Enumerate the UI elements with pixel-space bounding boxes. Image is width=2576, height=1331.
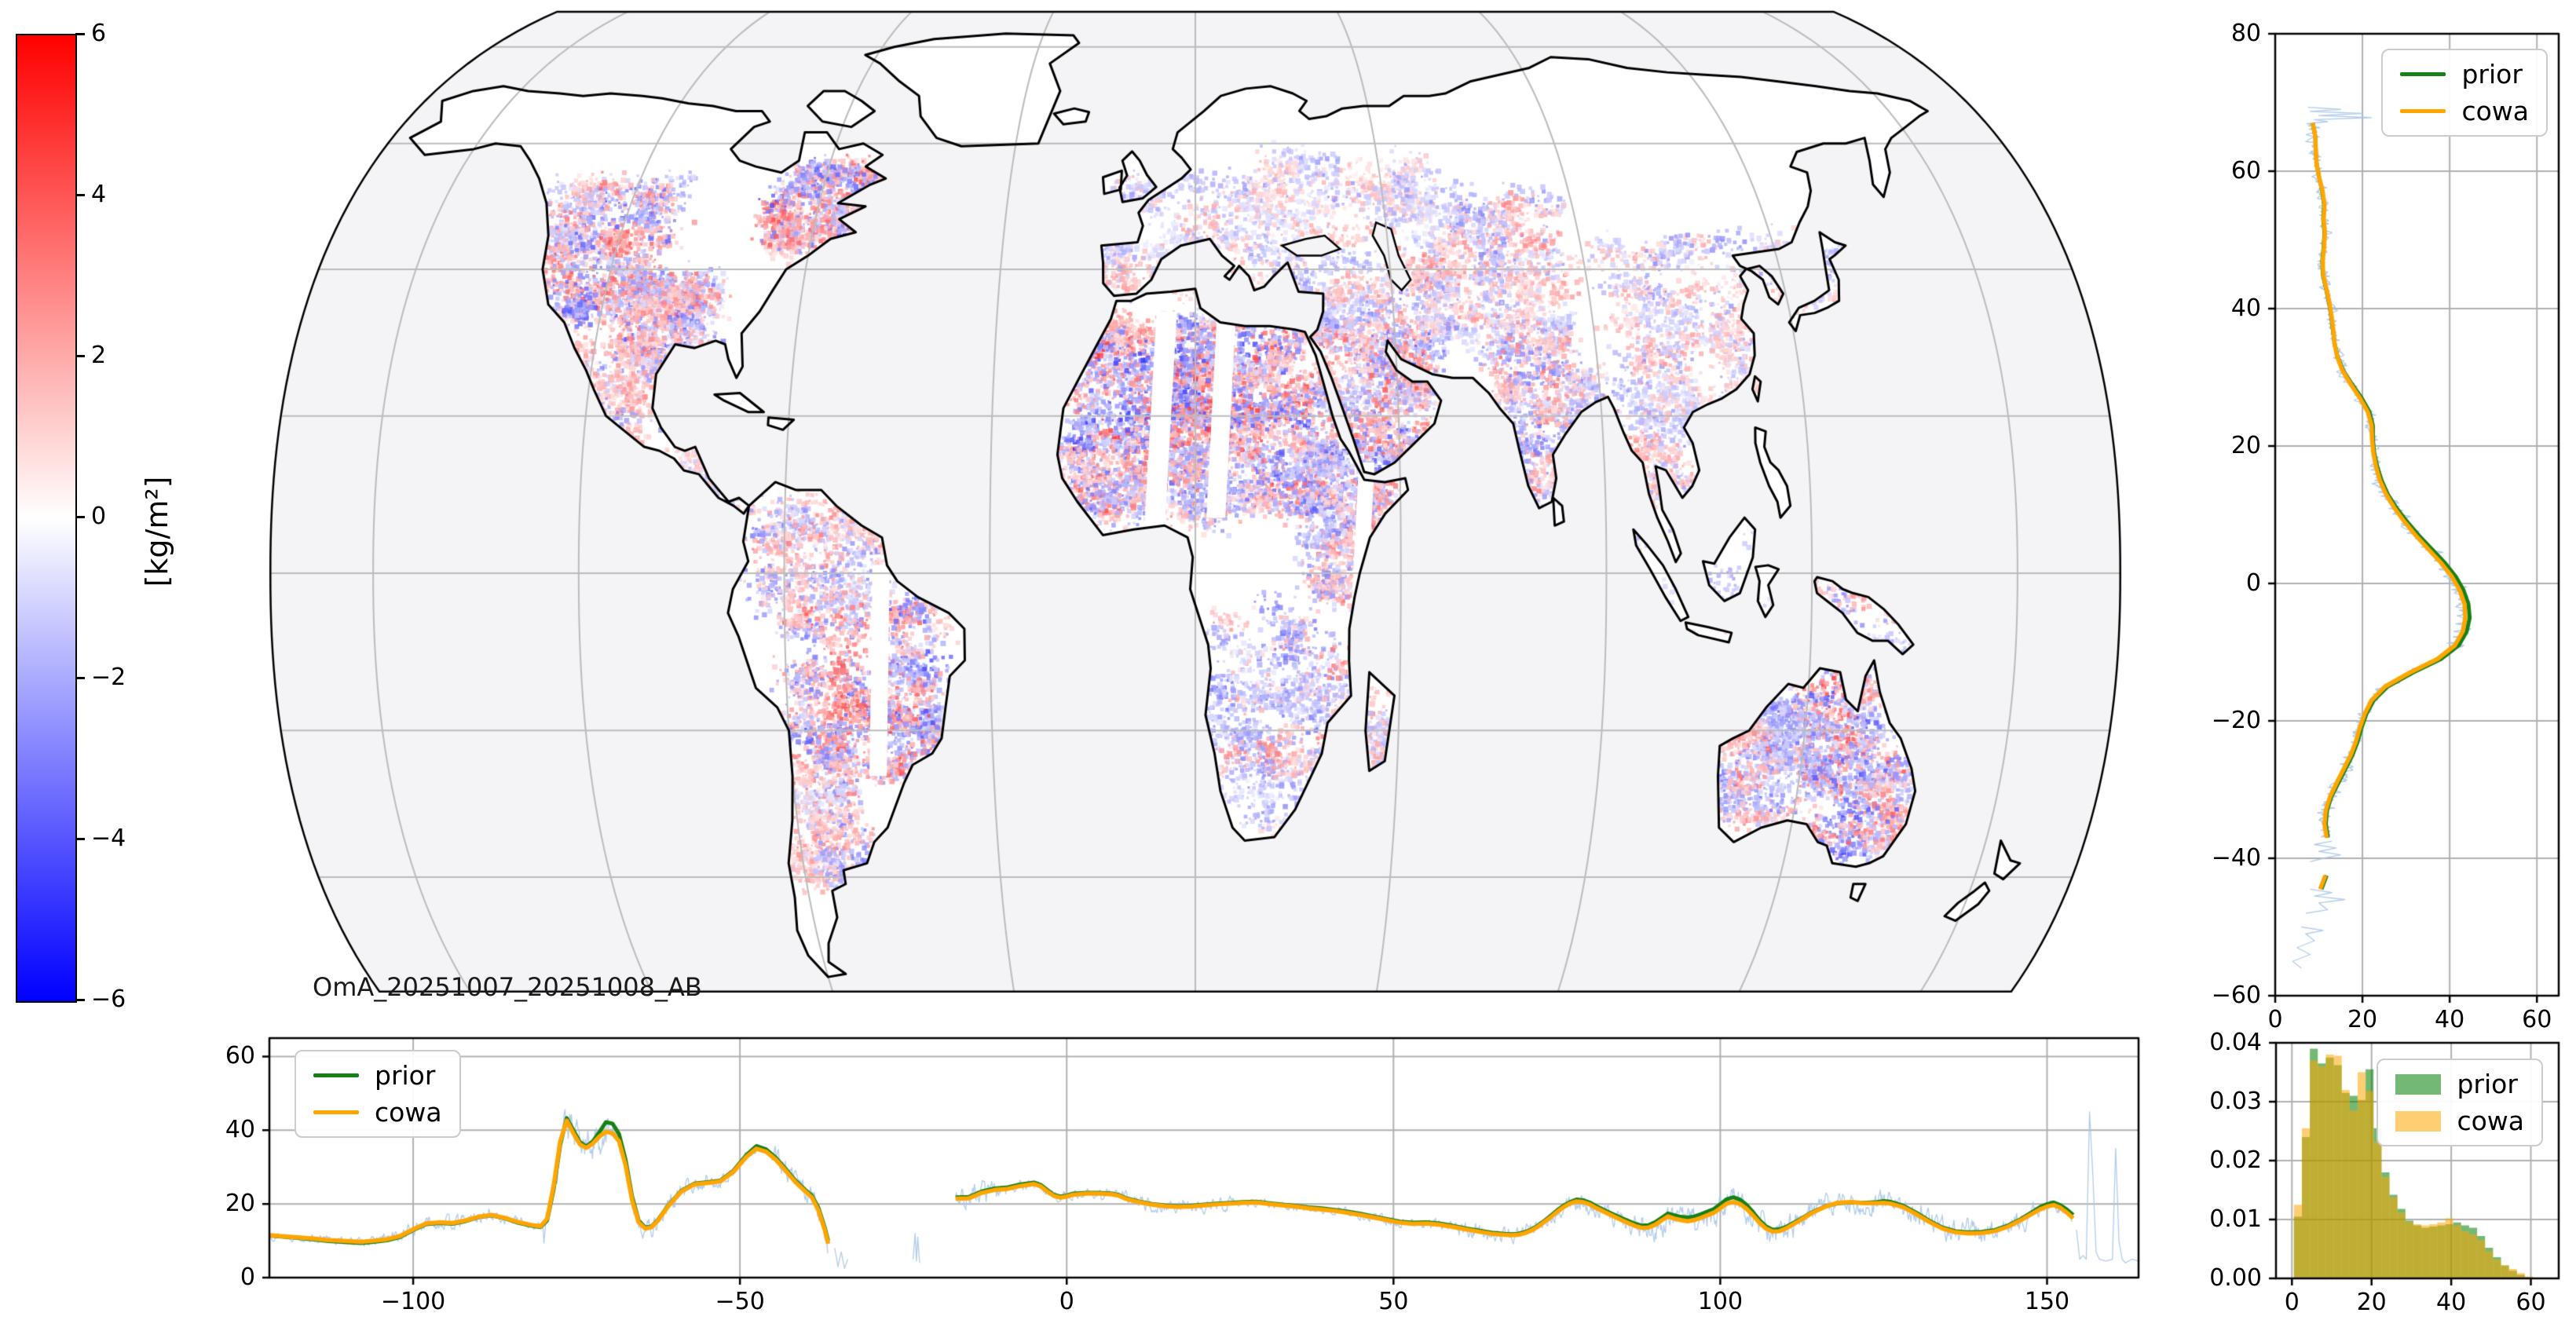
legend-item-cowa: cowa [2400,98,2529,124]
tick-label: −6 [91,985,126,1013]
histogram-legend: prior cowa [2377,1059,2543,1146]
tick-label: 20 [2356,1289,2387,1316]
tick-label: 0 [2284,1289,2300,1316]
tick-label: 20 [225,1190,255,1218]
tick-label: 0.03 [2209,1088,2262,1115]
world-map-canvas [236,0,2168,1037]
tick-label: −100 [380,1288,446,1315]
legend-item-prior: prior [2395,1071,2524,1097]
prior-label: prior [375,1060,436,1091]
tick-label: −20 [2211,707,2261,734]
tick-label: 0 [240,1263,255,1291]
longitude-profile-canvas [251,1021,2215,1315]
tick-label: 2 [91,342,107,369]
tick-label: 100 [1697,1288,1744,1315]
tick-label: 60 [2230,157,2261,185]
latitude-profile-legend: prior cowa [2381,49,2548,137]
tick-label: −40 [2211,844,2261,872]
cowa-fill-swatch [2395,1110,2442,1132]
tick-label: 0.00 [2209,1264,2262,1292]
colorbar-tick-mark [75,838,85,840]
colorbar-tick-mark [75,677,85,679]
tick-label: 0.01 [2209,1205,2262,1233]
tick-label: 40 [225,1116,255,1144]
colorbar-tick-mark [75,33,85,35]
map-annotation: OmA_20251007_20251008_AB [313,972,702,1002]
cowa-label: cowa [2461,96,2529,126]
prior-line-swatch [2400,72,2446,76]
legend-item-cowa: cowa [313,1099,442,1125]
tick-label: −60 [2211,982,2261,1009]
tick-label: 0 [91,503,107,530]
colorbar-unit-label: [kg/m²] [140,476,174,587]
colorbar-tick-mark [75,355,85,357]
legend-item-prior: prior [313,1062,442,1088]
prior-line-swatch [313,1073,359,1077]
prior-fill-swatch [2395,1073,2442,1095]
tick-label: −4 [91,825,126,852]
latitude-profile-canvas [2215,0,2576,1099]
tick-label: −50 [715,1288,765,1315]
cowa-line-swatch [2400,109,2446,113]
tick-label: 60 [2516,1289,2546,1316]
tick-label: 150 [2024,1288,2070,1315]
tick-label: 80 [2230,20,2261,47]
tick-label: 60 [225,1042,255,1070]
tick-label: 20 [2230,432,2261,459]
tick-label: 40 [2230,294,2261,322]
cowa-label: cowa [2457,1106,2524,1136]
tick-label: 50 [1378,1288,1409,1315]
tick-label: 40 [2436,1289,2467,1316]
cowa-line-swatch [313,1110,359,1114]
legend-item-cowa: cowa [2395,1108,2524,1134]
cowa-label: cowa [375,1097,442,1128]
tick-label: 0.02 [2209,1146,2262,1174]
tick-label: 0 [2245,569,2261,597]
legend-item-prior: prior [2400,61,2529,87]
tick-label: 0.04 [2209,1029,2262,1056]
tick-label: 6 [91,20,107,47]
colorbar-tick-mark [75,194,85,196]
colorbar-tick-mark [75,999,85,1001]
tick-label: 4 [91,181,107,208]
tick-label: 0 [1059,1288,1074,1315]
longitude-profile-legend: prior cowa [295,1050,461,1138]
prior-label: prior [2457,1069,2518,1099]
colorbar-tick-mark [75,516,85,518]
colorbar-gradient [16,34,77,1003]
prior-label: prior [2461,59,2523,90]
tick-label: −2 [91,664,126,691]
